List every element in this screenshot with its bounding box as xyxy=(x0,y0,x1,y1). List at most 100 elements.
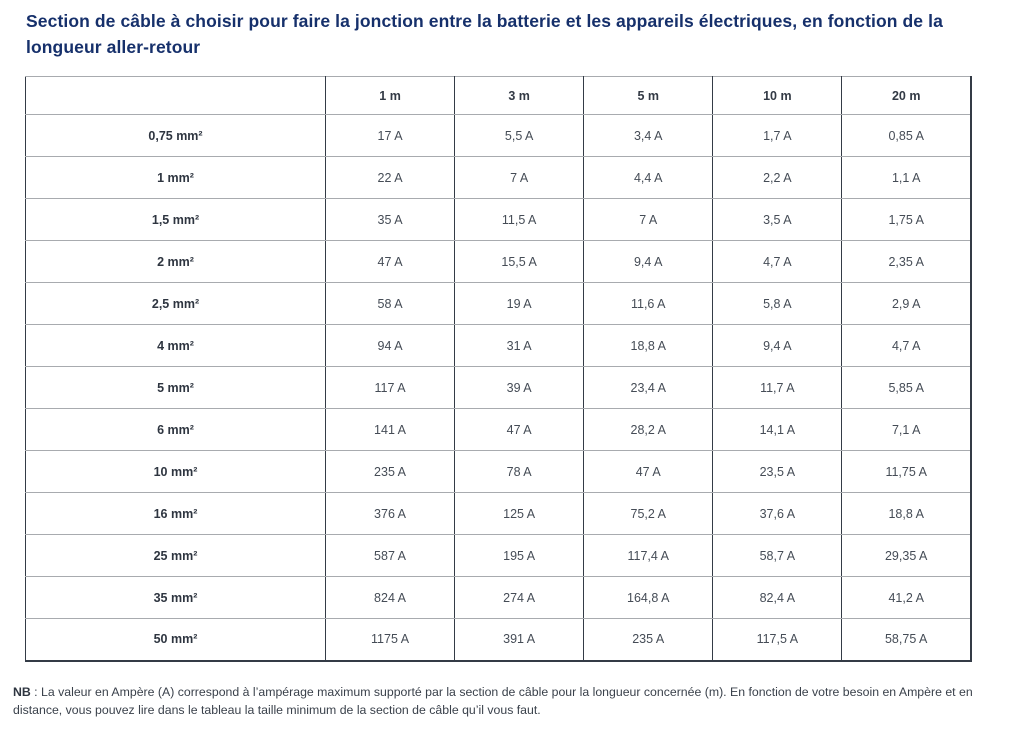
table-row: 0,75 mm² 17 A 5,5 A 3,4 A 1,7 A 0,85 A xyxy=(25,114,972,157)
table-row: 25 mm² 587 A 195 A 117,4 A 58,7 A 29,35 A xyxy=(25,534,972,577)
amperage-cell: 41,2 A xyxy=(841,576,972,619)
amperage-cell: 141 A xyxy=(324,408,456,451)
column-header-length: 10 m xyxy=(712,76,843,115)
row-header-section: 1 mm² xyxy=(25,156,326,199)
amperage-cell: 18,8 A xyxy=(583,324,714,367)
amperage-cell: 9,4 A xyxy=(583,240,714,283)
table-row: 16 mm² 376 A 125 A 75,2 A 37,6 A 18,8 A xyxy=(25,492,972,535)
row-header-section: 4 mm² xyxy=(25,324,326,367)
amperage-cell: 18,8 A xyxy=(841,492,972,535)
amperage-cell: 23,4 A xyxy=(583,366,714,409)
amperage-cell: 1,1 A xyxy=(841,156,972,199)
amperage-cell: 376 A xyxy=(324,492,456,535)
amperage-cell: 11,5 A xyxy=(454,198,585,241)
amperage-cell: 19 A xyxy=(454,282,585,325)
amperage-cell: 11,7 A xyxy=(712,366,843,409)
amperage-cell: 58 A xyxy=(324,282,456,325)
amperage-cell: 4,4 A xyxy=(583,156,714,199)
page-title: Section de câble à choisir pour faire la… xyxy=(26,11,943,58)
amperage-cell: 117,5 A xyxy=(712,618,843,661)
amperage-cell: 15,5 A xyxy=(454,240,585,283)
amperage-cell: 17 A xyxy=(324,114,456,157)
footnote: NB : La valeur en Ampère (A) correspond … xyxy=(13,684,1011,720)
row-header-section: 35 mm² xyxy=(25,576,326,619)
amperage-cell: 11,75 A xyxy=(841,450,972,493)
amperage-cell: 7 A xyxy=(454,156,585,199)
amperage-cell: 4,7 A xyxy=(841,324,972,367)
table-row: 2 mm² 47 A 15,5 A 9,4 A 4,7 A 2,35 A xyxy=(25,240,972,283)
amperage-cell: 824 A xyxy=(324,576,456,619)
footnote-text: : La valeur en Ampère (A) correspond à l… xyxy=(13,685,973,717)
amperage-cell: 391 A xyxy=(454,618,585,661)
amperage-cell: 0,85 A xyxy=(841,114,972,157)
amperage-cell: 5,8 A xyxy=(712,282,843,325)
amperage-cell: 7,1 A xyxy=(841,408,972,451)
amperage-cell: 3,4 A xyxy=(583,114,714,157)
amperage-cell: 274 A xyxy=(454,576,585,619)
row-header-section: 2,5 mm² xyxy=(25,282,326,325)
amperage-cell: 235 A xyxy=(324,450,456,493)
amperage-cell: 94 A xyxy=(324,324,456,367)
row-header-section: 10 mm² xyxy=(25,450,326,493)
table-row: 2,5 mm² 58 A 19 A 11,6 A 5,8 A 2,9 A xyxy=(25,282,972,325)
footnote-label: NB xyxy=(13,685,31,699)
amperage-cell: 235 A xyxy=(583,618,714,661)
row-header-section: 16 mm² xyxy=(25,492,326,535)
amperage-cell: 117,4 A xyxy=(583,534,714,577)
amperage-cell: 1175 A xyxy=(324,618,456,661)
amperage-cell: 3,5 A xyxy=(712,198,843,241)
table-row: 4 mm² 94 A 31 A 18,8 A 9,4 A 4,7 A xyxy=(25,324,972,367)
amperage-cell: 1,7 A xyxy=(712,114,843,157)
amperage-cell: 58,75 A xyxy=(841,618,972,661)
amperage-cell: 7 A xyxy=(583,198,714,241)
amperage-cell: 587 A xyxy=(324,534,456,577)
amperage-cell: 125 A xyxy=(454,492,585,535)
amperage-cell: 5,5 A xyxy=(454,114,585,157)
amperage-cell: 39 A xyxy=(454,366,585,409)
table-row: 50 mm² 1175 A 391 A 235 A 117,5 A 58,75 A xyxy=(25,618,972,661)
corner-cell xyxy=(25,76,326,115)
amperage-cell: 37,6 A xyxy=(712,492,843,535)
amperage-cell: 75,2 A xyxy=(583,492,714,535)
amperage-cell: 2,35 A xyxy=(841,240,972,283)
row-header-section: 1,5 mm² xyxy=(25,198,326,241)
amperage-cell: 82,4 A xyxy=(712,576,843,619)
table-row: 10 mm² 235 A 78 A 47 A 23,5 A 11,75 A xyxy=(25,450,972,493)
amperage-cell: 2,2 A xyxy=(712,156,843,199)
amperage-cell: 5,85 A xyxy=(841,366,972,409)
amperage-cell: 23,5 A xyxy=(712,450,843,493)
row-header-section: 6 mm² xyxy=(25,408,326,451)
amperage-cell: 164,8 A xyxy=(583,576,714,619)
amperage-cell: 195 A xyxy=(454,534,585,577)
table-row: 35 mm² 824 A 274 A 164,8 A 82,4 A 41,2 A xyxy=(25,576,972,619)
amperage-cell: 31 A xyxy=(454,324,585,367)
amperage-cell: 28,2 A xyxy=(583,408,714,451)
row-header-section: 2 mm² xyxy=(25,240,326,283)
table-row: 6 mm² 141 A 47 A 28,2 A 14,1 A 7,1 A xyxy=(25,408,972,451)
amperage-cell: 11,6 A xyxy=(583,282,714,325)
amperage-cell: 47 A xyxy=(583,450,714,493)
row-header-section: 5 mm² xyxy=(25,366,326,409)
amperage-cell: 58,7 A xyxy=(712,534,843,577)
column-header-length: 1 m xyxy=(324,76,456,115)
amperage-cell: 22 A xyxy=(324,156,456,199)
amperage-cell: 117 A xyxy=(324,366,456,409)
amperage-cell: 78 A xyxy=(454,450,585,493)
amperage-cell: 2,9 A xyxy=(841,282,972,325)
row-header-section: 50 mm² xyxy=(25,618,326,661)
amperage-cell: 9,4 A xyxy=(712,324,843,367)
column-header-length: 20 m xyxy=(841,76,972,115)
amperage-cell: 35 A xyxy=(324,198,456,241)
column-header-length: 3 m xyxy=(454,76,585,115)
table-row: 5 mm² 117 A 39 A 23,4 A 11,7 A 5,85 A xyxy=(25,366,972,409)
row-header-section: 25 mm² xyxy=(25,534,326,577)
amperage-cell: 14,1 A xyxy=(712,408,843,451)
amperage-cell: 4,7 A xyxy=(712,240,843,283)
